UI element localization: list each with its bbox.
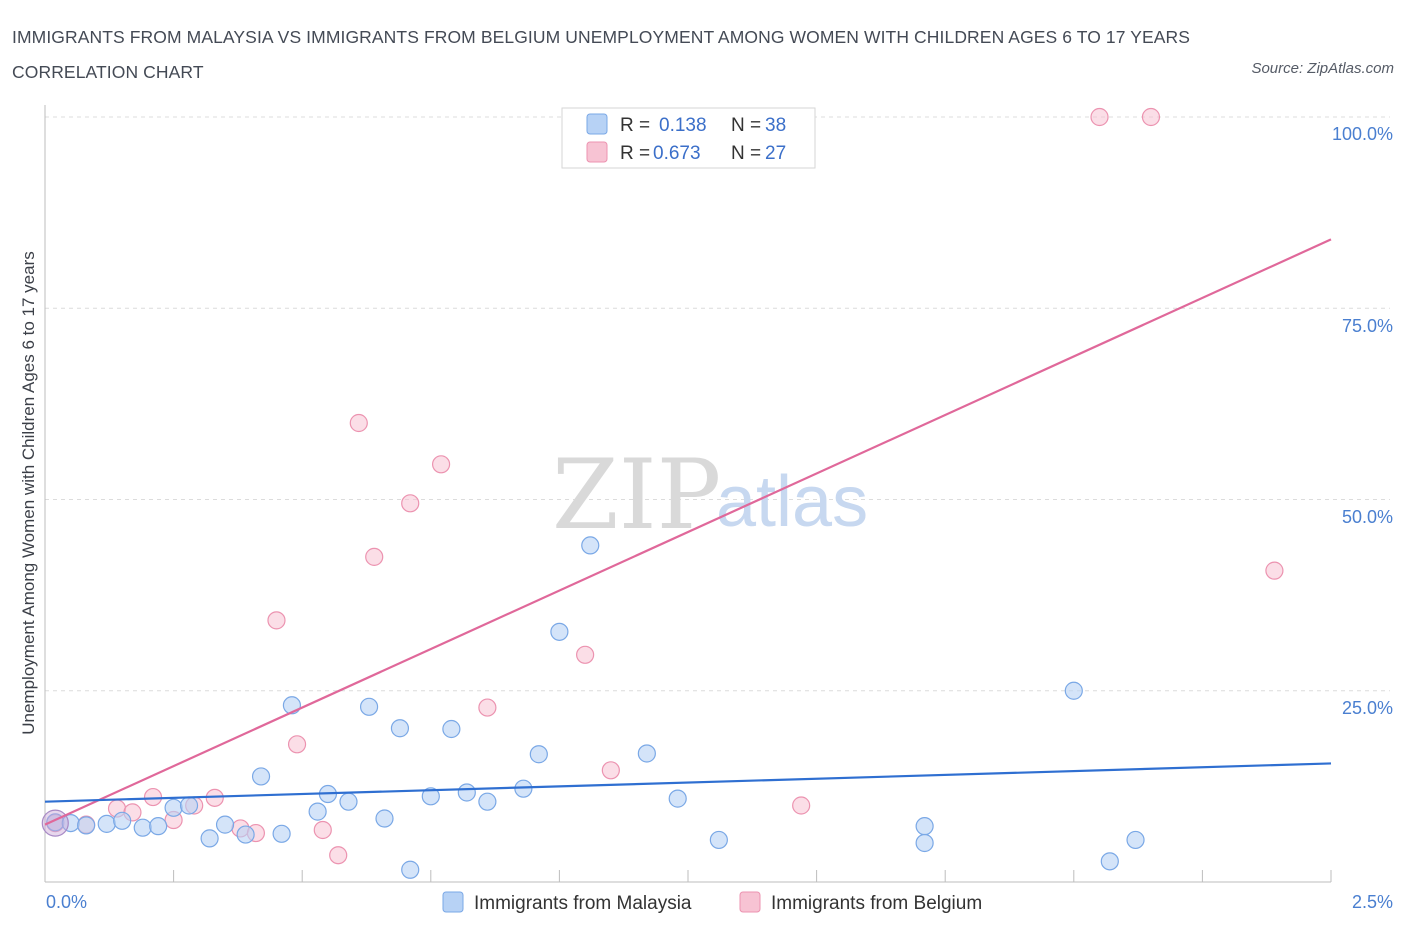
x-ticks	[173, 870, 1332, 882]
belgium-point	[143, 787, 163, 807]
malaysia-point	[915, 833, 934, 853]
malaysia-point	[113, 811, 132, 830]
legend-n-label: N =	[731, 115, 761, 136]
bottom-legend-swatch-malaysia	[442, 891, 464, 913]
malaysia-point	[308, 802, 327, 821]
y-tick-label: 75.0%	[1342, 316, 1393, 336]
bottom-legend: Immigrants from Malaysia Immigrants from…	[442, 891, 982, 914]
trend-lines	[44, 238, 1332, 826]
grid-lines	[45, 116, 1390, 692]
malaysia-point	[1126, 830, 1145, 850]
bottom-legend-swatch-belgium	[739, 891, 761, 913]
malaysia-point	[390, 719, 410, 738]
bottom-legend-belgium: Immigrants from Belgium	[771, 893, 982, 914]
legend-swatch-belgium	[586, 141, 608, 163]
top-legend: R = 0.138 N = 38 R = 0.673 N = 27	[561, 107, 816, 169]
watermark-atlas: atlas	[716, 462, 868, 542]
malaysia-point	[164, 798, 183, 817]
legend-r-label: R =	[620, 143, 650, 164]
belgium-point	[287, 735, 307, 754]
legend-swatch-malaysia	[586, 113, 608, 135]
legend-r-value-malaysia: 0.138	[659, 115, 707, 136]
belgium-point	[267, 611, 286, 630]
malaysia-point	[97, 814, 116, 833]
watermark-zip: ZIP	[552, 439, 721, 551]
legend-n-value-belgium: 27	[765, 143, 786, 164]
malaysia-point	[375, 809, 394, 828]
malaysia-point	[251, 767, 271, 786]
belgium-point	[1141, 107, 1161, 127]
chart-title: IMMIGRANTS FROM MALAYSIA VS IMMIGRANTS F…	[12, 27, 1191, 82]
malaysia-point	[359, 697, 379, 716]
belgium-point	[478, 698, 497, 717]
malaysia-point	[1064, 681, 1083, 700]
malaysia-point	[339, 792, 358, 811]
legend-n-label: N =	[731, 143, 761, 164]
belgium-point	[313, 820, 332, 840]
belgium-point	[792, 796, 811, 815]
malaysia-point	[272, 824, 291, 843]
malaysia-point	[179, 796, 199, 815]
malaysia-point	[215, 815, 235, 834]
source-label: Source: ZipAtlas.com	[1251, 60, 1394, 77]
watermark: ZIP atlas	[552, 439, 868, 551]
belgium-point	[349, 413, 368, 433]
x-tick-label-max: 2.5%	[1352, 892, 1393, 912]
belgium-point	[576, 645, 595, 664]
malaysia-point	[915, 817, 934, 836]
belgium-point	[329, 846, 348, 865]
y-tick-label: 100.0%	[1332, 124, 1393, 144]
legend-r-value-belgium: 0.673	[653, 143, 701, 164]
malaysia-point	[668, 789, 687, 808]
malaysia-point	[149, 817, 168, 836]
y-tick-labels: 100.0% 75.0% 50.0% 25.0%	[1332, 124, 1393, 718]
belgium-point	[1265, 561, 1284, 580]
malaysia-point	[709, 830, 728, 850]
belgium-trend-line	[44, 238, 1332, 826]
malaysia-point	[236, 825, 255, 844]
x-tick-label-min: 0.0%	[46, 892, 87, 912]
bottom-legend-malaysia: Immigrants from Malaysia	[474, 893, 692, 914]
belgium-point	[1090, 107, 1109, 127]
malaysia-point	[529, 745, 548, 764]
belgium-point	[401, 494, 420, 513]
belgium-point	[365, 547, 384, 566]
malaysia-points	[41, 536, 1145, 879]
malaysia-point	[133, 818, 152, 837]
malaysia-point	[442, 719, 461, 739]
malaysia-point	[77, 816, 96, 835]
malaysia-point	[478, 792, 497, 811]
malaysia-point	[550, 622, 569, 641]
legend-n-value-malaysia: 38	[765, 115, 786, 136]
y-tick-label: 50.0%	[1342, 507, 1393, 527]
malaysia-trend-line	[44, 762, 1332, 803]
malaysia-point	[200, 829, 219, 848]
malaysia-point	[581, 536, 600, 555]
y-tick-label: 25.0%	[1342, 698, 1393, 718]
legend-r-label: R =	[620, 115, 650, 136]
malaysia-point	[457, 783, 476, 802]
y-axis-label: Unemployment Among Women with Children A…	[19, 251, 38, 735]
malaysia-point	[421, 787, 440, 806]
belgium-point	[431, 455, 451, 474]
malaysia-point	[637, 744, 656, 763]
malaysia-point	[1100, 852, 1119, 871]
malaysia-point	[401, 860, 420, 879]
belgium-point	[601, 761, 620, 780]
